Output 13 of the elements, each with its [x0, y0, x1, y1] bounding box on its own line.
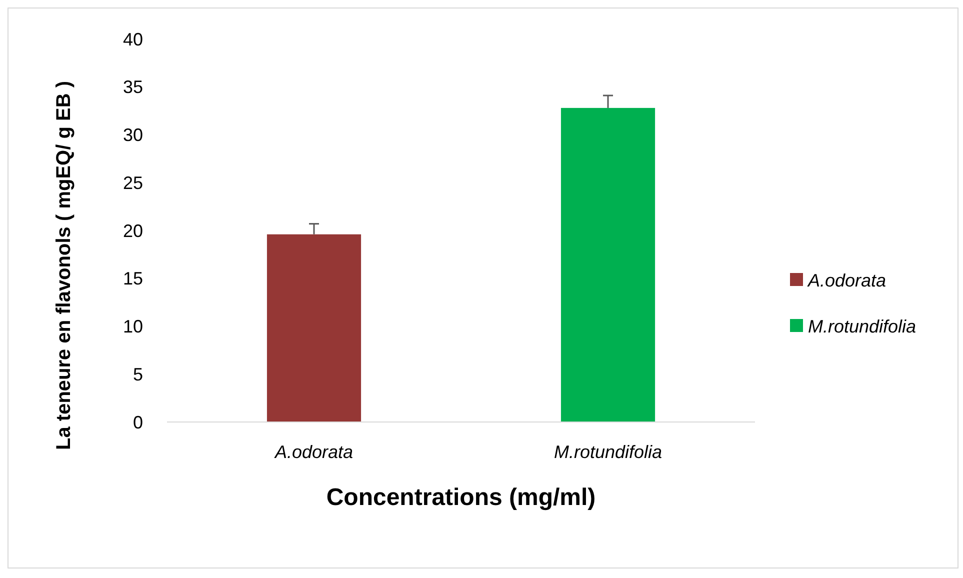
- y-tick-label: 15: [122, 268, 143, 289]
- y-tick-label: 25: [122, 172, 143, 193]
- y-axis-title: La teneure en flavonols ( mgEQ/ g EB ): [53, 81, 75, 450]
- y-tick-label: 5: [132, 364, 143, 384]
- legend-label: M.rotundifolia: [808, 316, 916, 336]
- legend-label: A.odorata: [807, 270, 886, 290]
- x-axis-title: Concentrations (mg/ml): [326, 484, 596, 511]
- y-tick-label: 20: [122, 220, 143, 241]
- y-tick-label: 10: [122, 316, 143, 337]
- y-tick-label: 35: [122, 77, 143, 98]
- y-tick-label: 30: [122, 125, 143, 146]
- y-tick-label: 0: [132, 412, 143, 432]
- y-tick-label: 40: [122, 29, 143, 50]
